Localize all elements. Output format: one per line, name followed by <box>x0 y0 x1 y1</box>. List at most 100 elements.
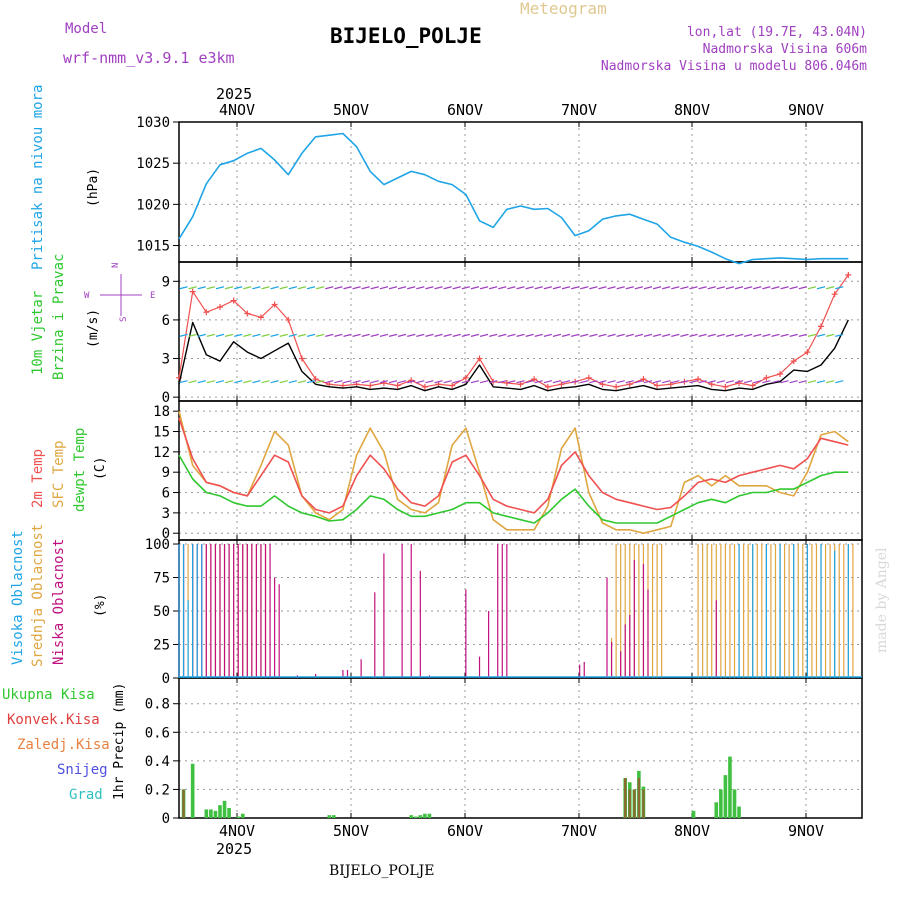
wind-arrow-2-47 <box>388 380 398 384</box>
wind-arrow-2-73 <box>507 380 516 384</box>
precip-total-bar-118 <box>714 802 719 818</box>
ytick-label-2-5: 15 <box>153 425 170 441</box>
wind-arrow-2-17 <box>252 380 261 384</box>
wind-arrow-2-141 <box>816 380 826 384</box>
wind-arrow-2-23 <box>279 380 288 384</box>
wind-gust-marker <box>613 383 620 390</box>
wind-arrow-2-67 <box>479 380 489 384</box>
wind-arrow-1-131 <box>771 333 780 337</box>
precip-total-bar-7 <box>209 809 213 818</box>
wind-arrow-2-31 <box>316 380 325 384</box>
wind-arrow-1-61 <box>452 333 461 337</box>
wind-arrow-2-93 <box>598 380 607 384</box>
wind-arrow-2-83 <box>552 380 562 384</box>
wind-arrow-0-31 <box>316 286 325 290</box>
wind-arrow-2-105 <box>652 380 662 384</box>
wind-arrow-0-61 <box>452 286 461 290</box>
wind-arrow-1-103 <box>643 333 653 337</box>
wind-arrow-1-63 <box>461 333 471 337</box>
wind-arrow-2-109 <box>671 380 680 384</box>
wind-arrow-1-19 <box>261 333 270 337</box>
wind-gust-marker <box>654 382 661 389</box>
ytick-label-1-1: 3 <box>162 352 170 368</box>
wind-arrow-2-21 <box>270 380 279 384</box>
precip-unit: 1hr Precip (mm) <box>112 683 127 800</box>
wind-arrow-0-73 <box>507 286 516 290</box>
wind-arrow-0-129 <box>762 286 771 290</box>
ytick-label-0-1: 1020 <box>136 197 170 213</box>
wind-arrow-2-117 <box>707 380 716 384</box>
wind-arrow-2-103 <box>643 380 653 384</box>
wind-arrow-0-21 <box>270 286 279 290</box>
precip-conv-bar-101 <box>637 778 641 818</box>
wind-arrow-1-137 <box>798 333 807 337</box>
wind-arrow-1-65 <box>470 333 480 337</box>
wind-arrow-0-53 <box>416 286 425 290</box>
precip-total-bar-123 <box>737 806 741 818</box>
wind-arrow-2-101 <box>634 380 644 384</box>
wind-arrow-1-49 <box>397 333 407 337</box>
wind-arrow-2-27 <box>297 380 307 384</box>
wind-arrow-0-117 <box>707 286 716 290</box>
wind-arrow-0-1 <box>179 286 188 290</box>
wind-gust-marker <box>285 316 292 323</box>
day-label-bottom-5NOV: 5NOV <box>333 822 369 840</box>
wind-arrow-2-11 <box>224 380 234 384</box>
wind-arrow-0-97 <box>616 286 625 290</box>
wind-arrow-0-59 <box>443 286 452 290</box>
wind-arrow-2-91 <box>589 380 598 384</box>
wind-arrow-0-15 <box>243 286 252 290</box>
precip-total-bar-6 <box>204 809 209 818</box>
wind-arrow-1-45 <box>379 333 389 337</box>
wind-arrow-1-41 <box>361 333 370 337</box>
model-name: wrf-nmm_v3.9.1 e3km <box>63 49 235 67</box>
wind-gust-marker <box>394 382 401 389</box>
panel-frame-4 <box>178 677 863 819</box>
wind-arrow-0-123 <box>734 286 744 290</box>
wind-gust-marker <box>790 358 797 365</box>
wind-arrow-2-39 <box>352 380 361 384</box>
wind-unit: (m/s) <box>86 309 101 348</box>
wind-gust-marker <box>804 349 811 356</box>
ytick-label-2-3: 9 <box>162 465 170 481</box>
dewpoint-line <box>178 454 849 524</box>
wind-arrow-1-7 <box>206 333 216 337</box>
ytick-label-3-3: 75 <box>153 571 170 587</box>
wind-arrow-1-111 <box>680 333 689 337</box>
wind-arrow-1-9 <box>215 333 225 337</box>
wind-arrow-2-41 <box>361 380 370 384</box>
precip-total-bar-52 <box>413 816 418 818</box>
wind-arrow-0-93 <box>598 286 607 290</box>
wind-arrow-0-19 <box>261 286 270 290</box>
wind-arrow-0-7 <box>206 286 216 290</box>
footer-station: BIJELO_POLJE <box>329 863 434 879</box>
wind-arrow-2-115 <box>698 380 707 384</box>
year-top: 2025 <box>216 85 252 103</box>
ytick-label-4-2: 0.4 <box>145 754 170 770</box>
wind-arrow-2-63 <box>461 380 471 384</box>
cloud-label-2: Srednja Oblacnost <box>30 524 46 667</box>
cloud-label-3: Niska Oblacnost <box>51 539 67 665</box>
wind-arrow-0-17 <box>252 286 261 290</box>
precip-total-bar-33 <box>327 815 332 818</box>
wind-arrow-0-57 <box>434 286 443 290</box>
wind-arrow-0-65 <box>470 286 480 290</box>
wind-speed-line <box>178 319 849 392</box>
wind-arrow-0-49 <box>397 286 407 290</box>
precip-total-bar-3 <box>190 763 195 818</box>
wind-arrow-0-63 <box>461 286 471 290</box>
ytick-label-0-2: 1025 <box>136 156 170 172</box>
wind-gust-marker <box>640 376 647 383</box>
wind-arrow-2-15 <box>243 380 252 384</box>
wind-arrow-1-29 <box>306 333 316 337</box>
ytick-label-2-6: 18 <box>153 404 170 420</box>
wind-arrow-1-69 <box>489 333 498 337</box>
wind-arrow-0-101 <box>634 286 644 290</box>
wind-arrow-1-25 <box>288 333 297 337</box>
precip-total-bar-11 <box>227 808 231 818</box>
wind-arrow-0-131 <box>771 286 780 290</box>
compass-n: N <box>111 263 121 268</box>
wind-arrow-0-141 <box>816 286 826 290</box>
wind-arrow-1-57 <box>434 333 443 337</box>
wind-arrow-1-141 <box>816 333 826 337</box>
